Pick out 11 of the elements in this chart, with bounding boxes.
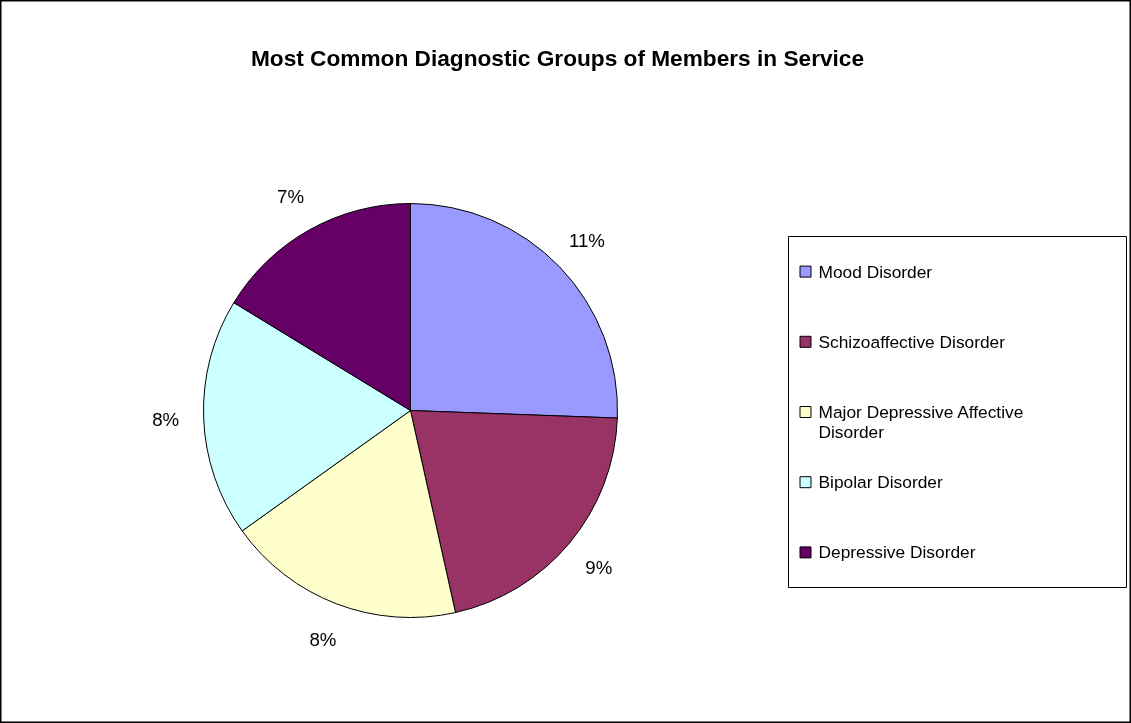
data-label: 8% xyxy=(309,628,337,650)
legend-label: Bipolar Disorder xyxy=(818,472,943,493)
data-label: 9% xyxy=(585,556,613,578)
legend-label: Depressive Disorder xyxy=(818,542,976,563)
data-label: 8% xyxy=(152,408,180,430)
chart-title: Most Common Diagnostic Groups of Members in Service xyxy=(250,44,865,71)
data-label: 11% xyxy=(568,229,605,251)
data-label: 7% xyxy=(277,186,305,208)
legend-label: Major Depressive Affective Disorder xyxy=(818,402,1024,442)
legend-label: Schizoaffective Disorder xyxy=(818,331,1006,352)
legend-label: Mood Disorder xyxy=(818,261,933,282)
